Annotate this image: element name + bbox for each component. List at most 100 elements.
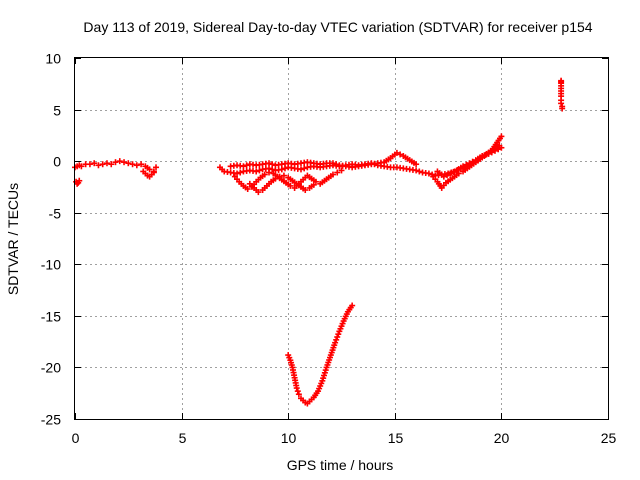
x-tick-label: 0 bbox=[72, 430, 80, 446]
data-point bbox=[333, 161, 340, 168]
data-point bbox=[333, 336, 340, 343]
data-point bbox=[329, 171, 336, 178]
data-point bbox=[276, 173, 283, 180]
data-point bbox=[99, 161, 106, 168]
data-point bbox=[278, 166, 285, 173]
data-point bbox=[266, 160, 273, 167]
data-point bbox=[103, 160, 110, 167]
data-point bbox=[334, 169, 341, 176]
y-tick-label: -5 bbox=[49, 206, 62, 222]
chart-title: Day 113 of 2019, Sidereal Day-to-day VTE… bbox=[83, 19, 592, 35]
data-point bbox=[297, 166, 304, 173]
data-point bbox=[294, 388, 301, 395]
data-point bbox=[425, 170, 432, 177]
data-point bbox=[256, 167, 263, 174]
data-point bbox=[310, 181, 317, 188]
grid bbox=[75, 58, 608, 419]
data-point bbox=[469, 158, 476, 165]
data-point bbox=[272, 175, 279, 182]
data-point bbox=[269, 161, 276, 168]
data-point bbox=[301, 165, 308, 172]
x-tick-label: 15 bbox=[388, 430, 404, 446]
y-tick-label: 10 bbox=[45, 51, 61, 67]
data-point bbox=[74, 180, 81, 187]
data-point bbox=[86, 161, 93, 168]
data-point bbox=[393, 149, 400, 156]
data-point bbox=[338, 167, 345, 174]
data-point bbox=[293, 385, 300, 392]
data-point bbox=[146, 166, 153, 173]
data-point bbox=[466, 160, 473, 167]
data-points bbox=[72, 77, 566, 407]
data-point bbox=[312, 178, 319, 185]
data-point bbox=[266, 169, 273, 176]
data-point bbox=[150, 169, 157, 176]
data-point bbox=[237, 169, 244, 176]
data-point bbox=[121, 159, 128, 166]
data-point bbox=[335, 331, 342, 338]
x-tick-label: 20 bbox=[494, 430, 510, 446]
data-point bbox=[243, 162, 250, 169]
data-point bbox=[112, 159, 119, 166]
data-point bbox=[261, 171, 268, 178]
data-point bbox=[78, 163, 85, 170]
data-point bbox=[450, 168, 457, 175]
data-point bbox=[492, 147, 499, 154]
y-tick-label: 0 bbox=[53, 154, 61, 170]
data-point bbox=[125, 160, 132, 167]
data-point bbox=[460, 163, 467, 170]
axis-ticks: 0 5 10 15 20 25 -25 -20 -15 -10 -5 0 5 10 bbox=[41, 51, 617, 447]
data-point bbox=[447, 170, 454, 177]
data-point bbox=[234, 170, 241, 177]
data-point bbox=[558, 100, 565, 107]
x-tick-label: 25 bbox=[601, 430, 617, 446]
data-point bbox=[76, 177, 83, 184]
y-tick-label: -20 bbox=[41, 360, 61, 376]
data-point bbox=[498, 144, 505, 151]
y-axis-label: SDTVAR / TECUs bbox=[5, 183, 21, 295]
data-point bbox=[329, 160, 336, 167]
data-point bbox=[416, 168, 423, 175]
data-point bbox=[413, 167, 420, 174]
y-tick-label: -10 bbox=[41, 257, 61, 273]
data-point bbox=[295, 391, 302, 398]
data-point bbox=[244, 185, 251, 192]
data-point bbox=[287, 182, 294, 189]
y-tick-label: -25 bbox=[41, 412, 61, 428]
data-point bbox=[413, 161, 420, 168]
data-point bbox=[479, 152, 486, 159]
data-point bbox=[255, 189, 262, 196]
data-point bbox=[559, 105, 566, 112]
x-tick-label: 5 bbox=[179, 430, 187, 446]
data-point bbox=[440, 173, 447, 180]
data-point bbox=[349, 302, 356, 309]
data-point bbox=[495, 146, 502, 153]
data-point bbox=[302, 187, 309, 194]
y-tick-label: 5 bbox=[53, 103, 61, 119]
data-point bbox=[463, 161, 470, 168]
data-point bbox=[95, 162, 102, 169]
data-point bbox=[334, 334, 341, 341]
data-point bbox=[138, 161, 145, 168]
data-point bbox=[240, 163, 247, 170]
data-point bbox=[129, 161, 136, 168]
data-point bbox=[444, 172, 451, 179]
data-point bbox=[498, 133, 505, 140]
plot-frame bbox=[74, 57, 609, 420]
data-point bbox=[108, 161, 115, 168]
data-point bbox=[116, 158, 123, 165]
data-point bbox=[482, 151, 489, 158]
x-axis-label: GPS time / hours bbox=[287, 457, 394, 473]
data-point bbox=[269, 166, 276, 173]
data-point bbox=[280, 172, 287, 179]
data-point bbox=[133, 162, 140, 169]
data-point bbox=[332, 339, 339, 346]
data-point bbox=[485, 150, 492, 157]
data-point bbox=[91, 160, 98, 167]
data-point bbox=[153, 164, 160, 171]
x-tick-label: 10 bbox=[281, 430, 297, 446]
y-tick-label: -15 bbox=[41, 309, 61, 325]
data-point bbox=[397, 151, 404, 158]
data-point bbox=[253, 168, 260, 175]
